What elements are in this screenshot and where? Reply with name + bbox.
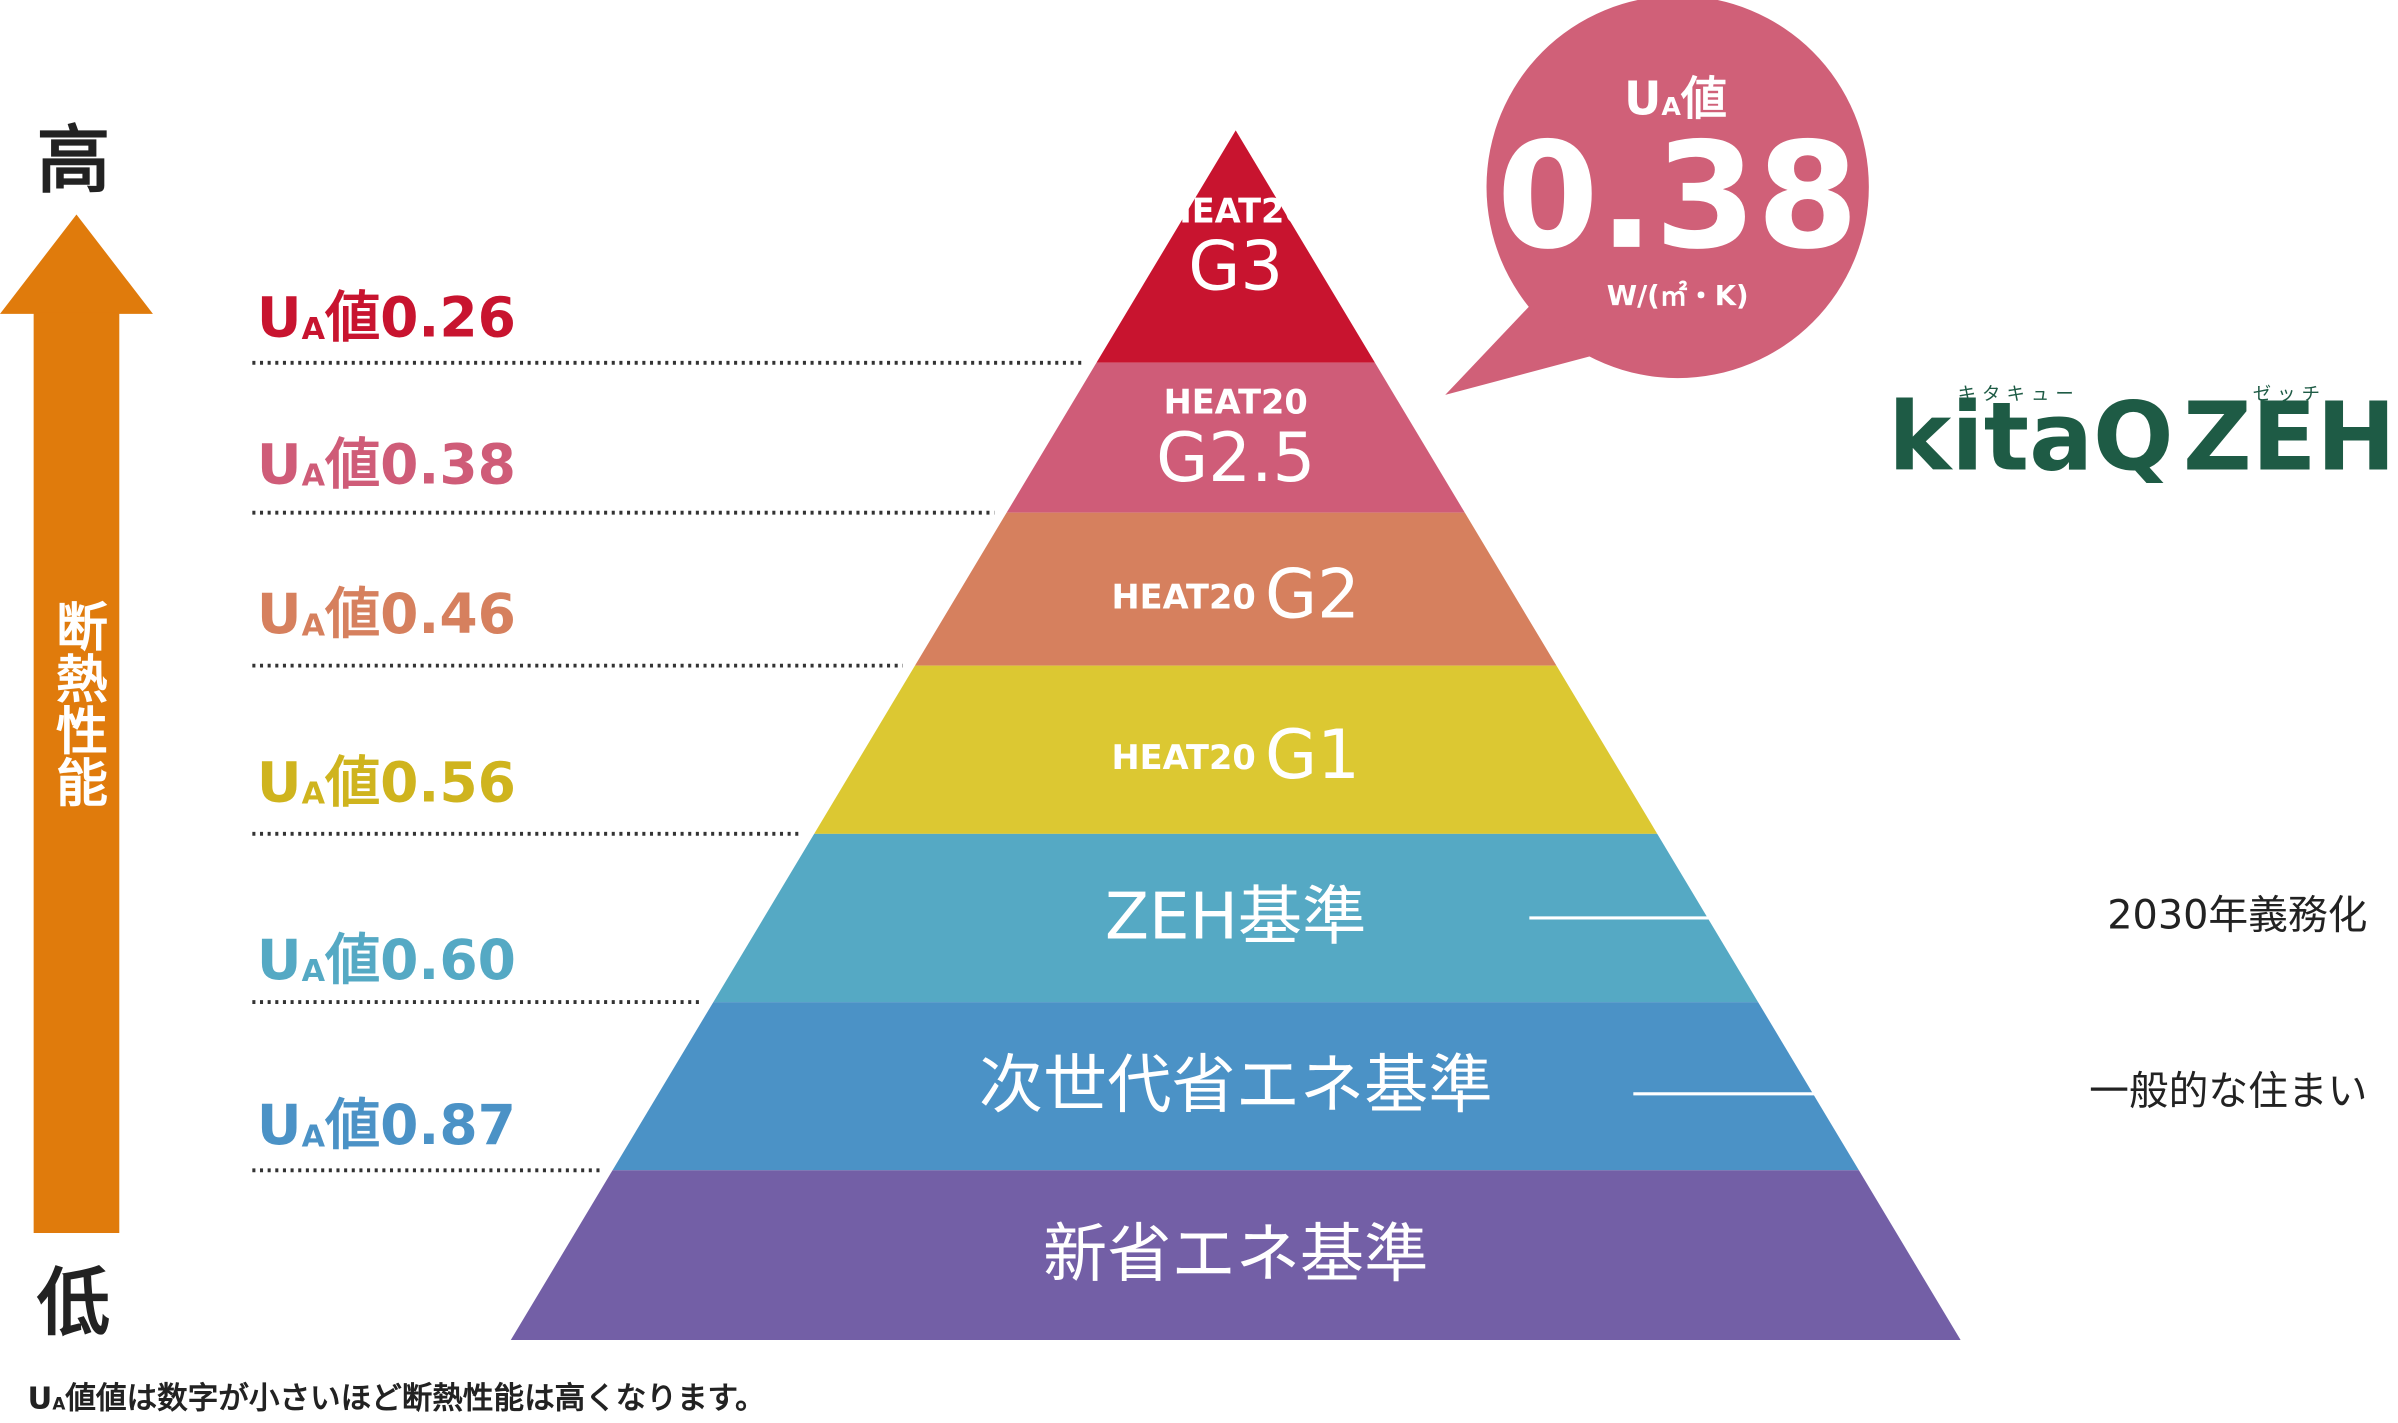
ua-sub: A [52, 1393, 65, 1413]
ua-label: UA値0.56 [257, 751, 516, 815]
axis-label: 断熱性能 [46, 600, 107, 808]
ua-u: U [28, 1381, 53, 1416]
ua-u: U [257, 928, 302, 992]
ua-kanji: 値 [324, 286, 380, 350]
ua-sub: A [302, 311, 326, 346]
level-name: G2.5 [1156, 419, 1315, 497]
level-note: 2030年義務化 [2107, 892, 2367, 938]
ua-sub: A [302, 458, 326, 493]
bubble-value: 0.38 [1497, 111, 1859, 282]
ua-sub: A [1661, 92, 1681, 121]
ua-label: UA値0.87 [257, 1093, 516, 1157]
level-name: G3 [1188, 228, 1283, 306]
bubble-heading: UA値 [1624, 71, 1727, 125]
ua-value: 0.56 [380, 751, 516, 815]
ua-u: U [257, 432, 302, 496]
ua-value: 0.87 [380, 1093, 516, 1157]
pyramid-level [510, 1170, 1961, 1341]
ua-label: UA値0.46 [257, 582, 516, 646]
ua-kanji: 値 [324, 1093, 380, 1157]
level-name: G2 [1265, 555, 1360, 633]
level-top: HEAT20 [1112, 737, 1256, 776]
footer: UA値値は数字が小さいほど断熱性能は高くなります。 [28, 1380, 766, 1416]
ua-value: 0.60 [380, 928, 516, 992]
ua-u: U [257, 751, 302, 815]
ua-kanji: 値 [324, 928, 380, 992]
level-name: HEAT20 G2 [1112, 555, 1360, 633]
high-label: 高 [37, 119, 110, 204]
ua-label: UA値0.60 [257, 928, 516, 992]
ua-value: 0.26 [380, 286, 516, 350]
ua-sub: A [302, 1119, 326, 1154]
ua-kanji: 値 [324, 432, 380, 496]
low-label: 低 [37, 1261, 110, 1346]
ua-u: U [257, 582, 302, 646]
ua-value: 0.38 [380, 432, 516, 496]
level-name: G1 [1265, 715, 1360, 793]
ua-u: U [257, 1093, 302, 1157]
level-top: HEAT20 [1164, 383, 1308, 422]
bubble [1486, 0, 1869, 379]
ua-kanji: 値 [324, 582, 380, 646]
pyramid-level [612, 1002, 1859, 1171]
level-name: 新省エネ基準 [1043, 1217, 1428, 1292]
ua-value: 値は数字が小さいほど断熱性能は高くなります。 [95, 1380, 766, 1416]
ua-sub: A [302, 608, 326, 643]
pyramid-level [914, 512, 1557, 666]
ua-kanji: 値 [1680, 71, 1727, 125]
ua-u: U [257, 286, 302, 350]
ua-label: UA値0.38 [257, 432, 516, 496]
level-top: HEAT20 [1164, 191, 1308, 230]
logo-ruby: ゼッチ [2253, 384, 2326, 405]
level-note: 一般的な住まい [2089, 1068, 2367, 1114]
arrow-head [0, 214, 153, 314]
level-top: HEAT20 [1112, 577, 1256, 616]
pyramid-level [1006, 362, 1465, 513]
bubble-unit: W/(㎡・K) [1607, 280, 1749, 312]
level-name: ZEH基準 [1105, 880, 1366, 955]
ua-kanji: 値 [64, 1381, 96, 1416]
ua-kanji: 値 [324, 751, 380, 815]
logo-main: kitaQ [1888, 383, 2173, 493]
bubble-tail [1445, 306, 1606, 395]
ua-sub: A [302, 954, 326, 989]
ua-value: 0.46 [380, 582, 516, 646]
level-name: 次世代省エネ基準 [979, 1048, 1493, 1123]
pyramid-level [713, 833, 1759, 1003]
ua-u: U [1624, 71, 1661, 125]
ua-sub: A [302, 776, 326, 811]
pyramid-level [1096, 130, 1376, 363]
ua-label: UA値0.26 [257, 286, 516, 350]
logo-ruby: キタキュー [1958, 384, 2080, 405]
arrow-shaft [33, 312, 120, 1234]
pyramid-level [814, 665, 1658, 834]
level-name: HEAT20 G1 [1112, 715, 1360, 793]
logo-zeh: ZEH [2183, 383, 2396, 493]
